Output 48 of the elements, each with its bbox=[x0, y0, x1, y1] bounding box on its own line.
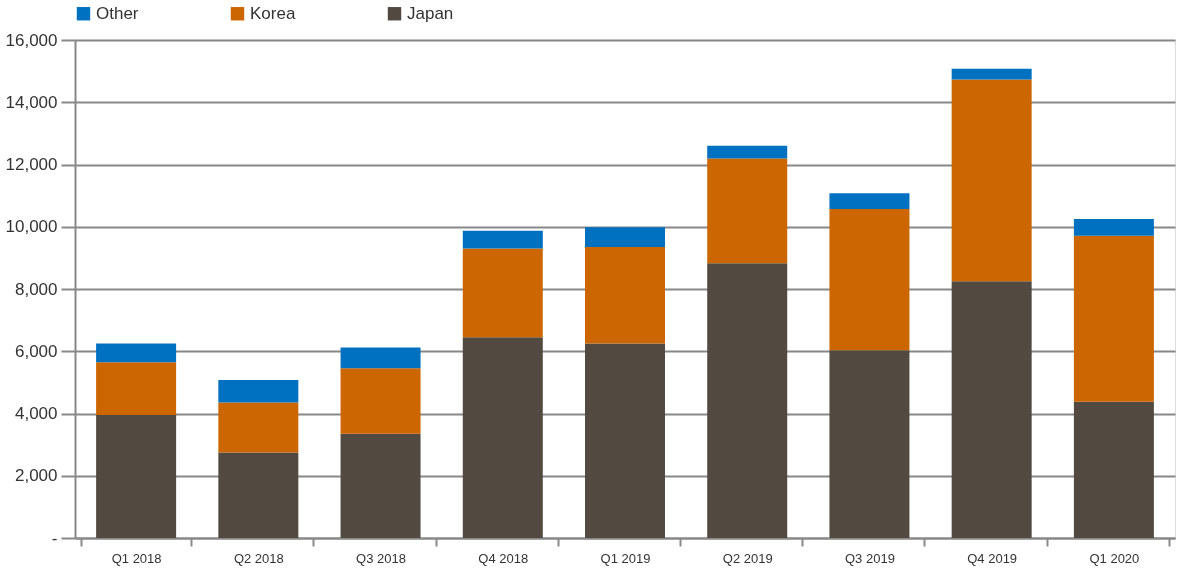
bar bbox=[585, 227, 665, 247]
bar bbox=[96, 343, 177, 363]
x-tick-label: Q4 2018 bbox=[478, 550, 529, 566]
x-tick-label: Q3 2019 bbox=[845, 550, 895, 566]
x-tick-label: Q2 2018 bbox=[233, 550, 284, 566]
bar bbox=[1073, 235, 1154, 402]
x-tick-label: Q1 2020 bbox=[1089, 550, 1140, 566]
x-tick-label: Q2 2019 bbox=[722, 550, 773, 566]
bar bbox=[951, 281, 1032, 538]
bar bbox=[829, 193, 910, 210]
bar bbox=[340, 433, 421, 538]
y-tick-label: 6,000 bbox=[14, 341, 58, 361]
bar bbox=[951, 68, 1032, 80]
bar bbox=[829, 350, 910, 538]
legend-label: Japan bbox=[407, 3, 454, 23]
x-tick-label: Q3 2018 bbox=[356, 550, 406, 566]
legend-label: Other bbox=[96, 3, 139, 23]
bar bbox=[462, 230, 543, 249]
bar bbox=[1073, 218, 1154, 236]
y-tick-label: 10,000 bbox=[5, 217, 58, 237]
x-tick-label: Q1 2018 bbox=[111, 550, 162, 566]
bar bbox=[829, 209, 910, 351]
bar bbox=[218, 402, 299, 453]
y-tick-label: - bbox=[51, 528, 58, 548]
y-tick-label: 2,000 bbox=[14, 466, 58, 486]
bar bbox=[218, 452, 299, 538]
y-tick-label: 16,000 bbox=[5, 30, 58, 50]
bar bbox=[1073, 401, 1154, 538]
bar bbox=[951, 79, 1032, 282]
bar bbox=[585, 343, 665, 538]
bar bbox=[218, 379, 299, 403]
bar bbox=[462, 248, 543, 338]
bar bbox=[96, 415, 177, 538]
x-tick-label: Q1 2019 bbox=[600, 550, 651, 566]
bar bbox=[585, 246, 665, 344]
y-tick-label: 14,000 bbox=[5, 92, 58, 112]
bar bbox=[707, 263, 788, 538]
x-tick-label: Q4 2019 bbox=[967, 550, 1018, 566]
bar bbox=[462, 337, 543, 538]
legend-label: Korea bbox=[250, 3, 296, 23]
bar bbox=[96, 362, 177, 416]
bar bbox=[340, 347, 421, 369]
bar bbox=[707, 145, 788, 159]
bar bbox=[340, 368, 421, 434]
y-tick-label: 4,000 bbox=[14, 404, 58, 423]
y-tick-label: 12,000 bbox=[5, 155, 58, 174]
bar bbox=[707, 158, 788, 264]
y-tick-label: 8,000 bbox=[14, 279, 58, 299]
